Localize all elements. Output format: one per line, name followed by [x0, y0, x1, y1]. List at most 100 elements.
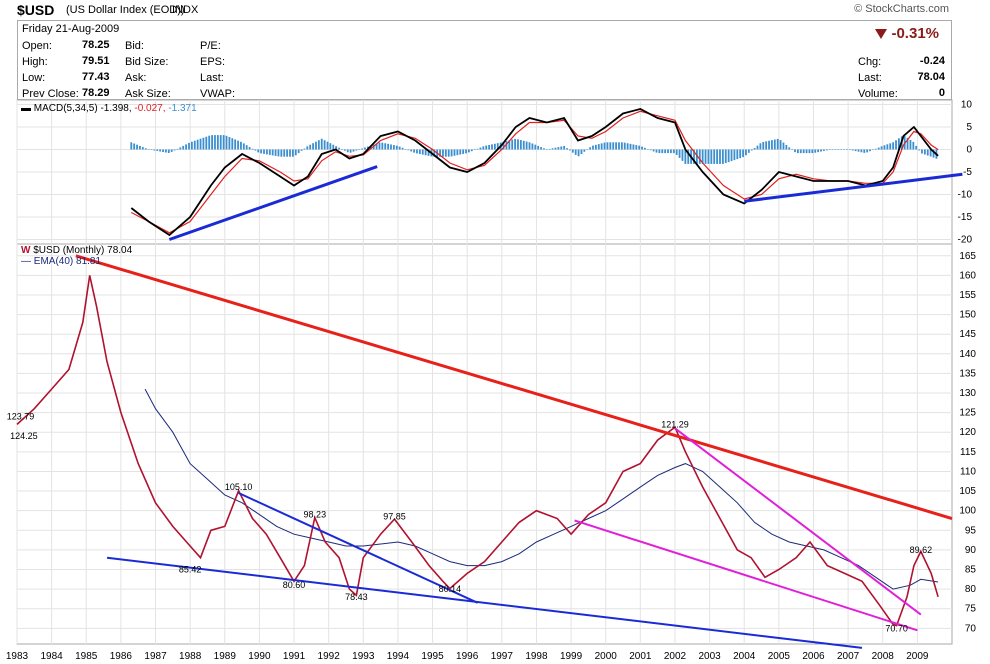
last-label: Last:: [200, 72, 224, 84]
histogram-bar: [341, 149, 343, 150]
price-y-tick-label: 100: [959, 506, 976, 517]
histogram-bar: [670, 149, 672, 154]
histogram-bar: [719, 149, 721, 164]
histogram-bar: [291, 149, 294, 157]
histogram-bar: [300, 149, 303, 151]
histogram-bar: [395, 145, 398, 150]
x-tick-label: 1995: [421, 651, 444, 662]
macd-y-tick-label: -10: [958, 190, 973, 201]
histogram-bar: [851, 149, 854, 151]
histogram-bar: [915, 145, 918, 150]
high-label: High:: [22, 56, 48, 68]
histogram-bar: [606, 142, 609, 150]
histogram-bar: [543, 148, 545, 150]
histogram-bar: [528, 142, 531, 150]
histogram-bar: [248, 146, 251, 150]
histogram-bar: [814, 149, 817, 153]
macd-y-tick-label: -20: [958, 235, 973, 246]
histogram-bar: [923, 149, 926, 155]
histogram-bar: [641, 146, 643, 150]
histogram-bar: [771, 140, 773, 150]
x-tick-label: 2009: [906, 651, 929, 662]
ask-size-label: Ask Size:: [125, 88, 171, 100]
histogram-bar: [274, 149, 277, 156]
histogram-bar: [315, 141, 317, 150]
exchange-label: INDX: [172, 4, 199, 16]
change-percent-value: -0.31%: [891, 25, 939, 42]
price-y-tick-label: 75: [965, 604, 977, 615]
macd-y-tick-label: -15: [958, 212, 973, 223]
volume-value: 0: [938, 87, 945, 99]
histogram-bar: [895, 140, 897, 150]
histogram-bar: [932, 149, 935, 158]
price-annotation: 97.85: [383, 512, 406, 522]
histogram-bar: [828, 149, 831, 150]
price-legend-marker: W: [21, 245, 31, 256]
price-annotation: 80.14: [439, 584, 462, 594]
macd-y-tick-label: 0: [966, 145, 972, 156]
quote-date: Friday 21-Aug-2009: [22, 23, 120, 35]
histogram-bar: [615, 142, 617, 150]
histogram-bar: [672, 149, 675, 154]
macd-legend-histogram: -1.371: [168, 103, 197, 114]
macd-histogram: [130, 135, 938, 164]
histogram-bar: [742, 149, 744, 158]
histogram-bar: [442, 149, 444, 157]
price-y-tick-label: 120: [959, 427, 976, 438]
histogram-bar: [208, 135, 211, 150]
histogram-bar: [465, 149, 467, 154]
bid-size-label: Bid Size:: [125, 56, 169, 68]
histogram-bar: [883, 145, 886, 150]
histogram-bar: [557, 147, 560, 150]
histogram-bar: [638, 145, 641, 150]
histogram-bar: [447, 149, 450, 157]
histogram-bar: [834, 149, 837, 150]
price-trendline: [75, 254, 953, 520]
histogram-bar: [594, 144, 597, 150]
histogram-bar: [652, 149, 655, 152]
histogram-bar: [378, 142, 381, 150]
histogram-bar: [857, 149, 860, 152]
histogram-bar: [898, 138, 900, 150]
histogram-bar: [323, 140, 326, 150]
histogram-bar: [592, 145, 594, 150]
histogram-bar: [877, 147, 880, 150]
histogram-bar: [413, 149, 415, 153]
histogram-bar: [646, 149, 649, 150]
histogram-bar: [404, 149, 407, 150]
histogram-bar: [280, 149, 283, 157]
histogram-bar: [167, 149, 170, 153]
histogram-bar: [369, 145, 372, 150]
price-annotations: 123.79 124.25 105.10 85.42 98.23 80.60 78.43 97…: [7, 412, 932, 634]
histogram-bar: [693, 149, 695, 164]
histogram-bar: [756, 145, 759, 150]
histogram-bar: [439, 149, 441, 157]
histogram-bar: [629, 143, 632, 150]
chg-label: Chg:: [858, 56, 882, 68]
histogram-bar: [623, 142, 626, 150]
histogram-bar: [361, 148, 364, 150]
histogram-bar: [453, 149, 456, 156]
histogram-bar: [796, 149, 799, 154]
brand-link[interactable]: © StockCharts.com: [854, 3, 949, 15]
histogram-bar: [470, 149, 473, 152]
histogram-bar: [317, 140, 320, 150]
histogram-bar: [384, 143, 387, 150]
histogram-bar: [476, 148, 479, 150]
histogram-bar: [433, 149, 436, 157]
symbol-title: $USD: [17, 2, 55, 18]
ema-line: [144, 388, 939, 590]
x-tick-label: 1994: [387, 651, 410, 662]
histogram-bar: [254, 149, 257, 151]
histogram-bar: [580, 149, 583, 154]
histogram-bar: [563, 145, 566, 150]
histogram-bar: [600, 143, 603, 150]
histogram-bar: [926, 149, 929, 156]
histogram-bar: [664, 149, 667, 154]
histogram-bar: [462, 149, 465, 154]
histogram-bar: [355, 149, 358, 151]
histogram-bar: [424, 149, 427, 156]
price-y-tick-label: 70: [965, 623, 977, 634]
price-y-tick-label: 80: [965, 584, 977, 595]
